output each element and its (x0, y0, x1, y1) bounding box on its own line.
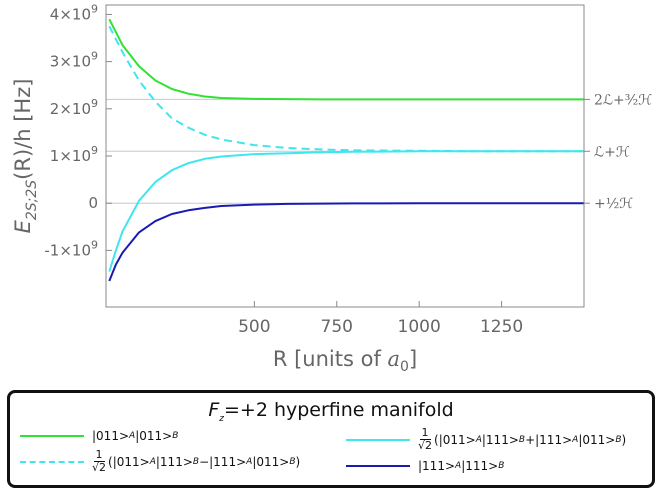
legend-swatch-cyan-dashed (20, 460, 84, 463)
asymptote-labels: 2ℒ+³⁄₂ℋ ℒ+ℋ +½ℋ (584, 92, 652, 212)
series-line-3 (108, 202, 584, 282)
x-tick-label-2: 1000 (398, 317, 441, 337)
legend-swatch-green (20, 435, 84, 437)
y-tick-label-2: 1×109 (50, 144, 98, 165)
y-tick-label-0: -1×109 (44, 238, 98, 259)
y-axis-title: E2S;2S(R)/h [Hz] (11, 79, 40, 234)
legend-fraction: 1 √2 (92, 448, 107, 474)
legend-item-111-111: |111> A |111> B (346, 459, 504, 473)
x-tick-label-1: 750 (321, 317, 353, 337)
legend-swatch-navy (346, 465, 410, 467)
series-line-2 (108, 150, 584, 272)
legend-title: Fz=+2 hyperfine manifold (208, 399, 454, 424)
legend: Fz=+2 hyperfine manifold |011> A |011> B 1 √… (7, 390, 655, 488)
series-line-1 (108, 25, 584, 153)
y-tick-label-1: 0 (88, 194, 98, 212)
asymptote-label-1: ℒ+ℋ (594, 144, 630, 160)
series-line-0 (108, 18, 584, 101)
y-tick-label-5: 4×109 (50, 2, 98, 23)
y-tick-label-4: 3×109 (50, 50, 98, 71)
legend-item-symmetric: 1 √2 (|011> A |111> B +|111> A |011> B) (346, 427, 626, 452)
x-axis-title: R [units of a0] (273, 347, 417, 375)
plot-frame (105, 4, 585, 308)
asymptote-label-0: 2ℒ+³⁄₂ℋ (594, 92, 652, 108)
legend-item-011-011: |011> A |011> B (20, 429, 178, 443)
x-axis-ticks: 500 750 1000 1250 (238, 301, 523, 337)
x-tick-label-3: 1250 (480, 317, 523, 337)
y-tick-label-3: 2×109 (50, 97, 98, 118)
asymptote-label-2: +½ℋ (594, 196, 633, 212)
legend-item-antisymmetric: 1 √2 (|011> A |111> B −|111> A |011> B) (20, 449, 300, 474)
series-layer (108, 18, 584, 282)
hyperfine-chart: -1×109 0 1×109 2×109 3×109 4×109 500 750 1000 12… (11, 2, 652, 375)
legend-swatch-cyan (346, 438, 410, 441)
x-tick-label-0: 500 (238, 317, 270, 337)
y-axis-ticks: -1×109 0 1×109 2×109 3×109 4×109 (44, 2, 112, 259)
legend-fraction: 1 √2 (418, 426, 433, 452)
